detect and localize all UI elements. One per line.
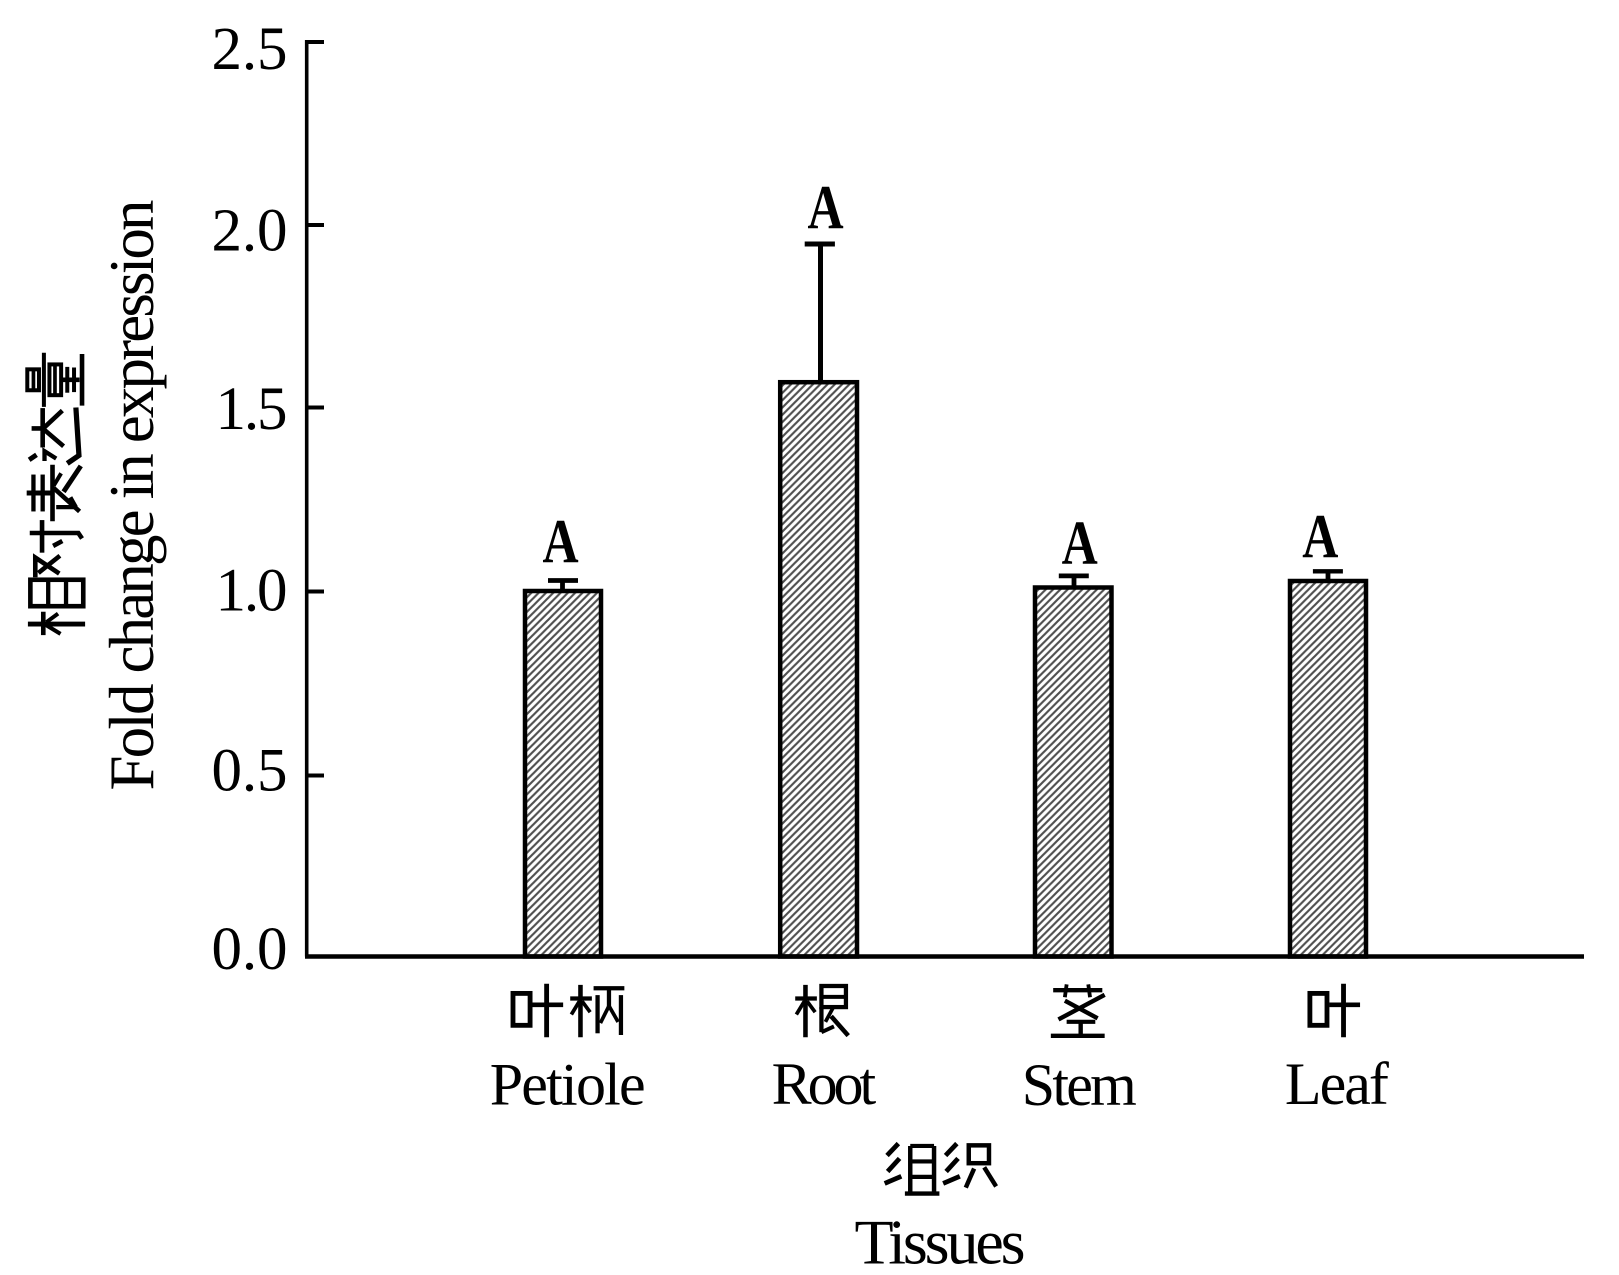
svg-text:Root: Root	[772, 1051, 877, 1117]
svg-text:A: A	[543, 508, 579, 576]
svg-text:Petiole: Petiole	[490, 1052, 646, 1118]
svg-text:Tissues: Tissues	[855, 1207, 1026, 1275]
svg-text:A: A	[1062, 509, 1098, 577]
svg-text:0.5: 0.5	[212, 737, 288, 804]
svg-text:2.5: 2.5	[212, 16, 288, 83]
svg-text:Fold change in expression: Fold change in expression	[97, 200, 167, 791]
svg-text:Leaf: Leaf	[1285, 1051, 1389, 1117]
svg-text:1.0: 1.0	[216, 558, 288, 625]
svg-text:1.5: 1.5	[216, 376, 288, 443]
svg-text:0.0: 0.0	[212, 916, 288, 983]
svg-text:Stem: Stem	[1022, 1052, 1137, 1118]
svg-text:A: A	[1302, 503, 1338, 571]
svg-text:A: A	[808, 174, 844, 242]
svg-text:2.0: 2.0	[212, 197, 288, 264]
